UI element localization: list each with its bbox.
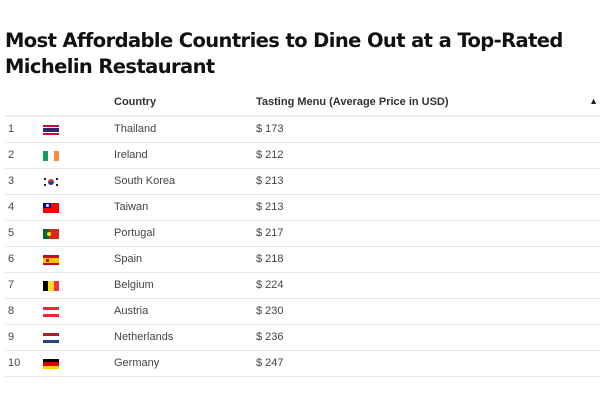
country-cell: Netherlands: [114, 331, 174, 343]
price-cell: $ 217: [256, 227, 284, 239]
south-korea-flag-icon: [43, 177, 59, 187]
rank-cell: 10: [8, 357, 21, 369]
thailand-flag-icon: [43, 125, 59, 135]
table-row: 1 Thailand $ 173: [5, 117, 600, 143]
austria-flag-icon: [43, 307, 59, 317]
sort-ascending-icon[interactable]: ▲: [589, 96, 598, 106]
table-header: Country Tasting Menu (Average Price in U…: [5, 90, 600, 117]
price-cell: $ 212: [256, 149, 284, 161]
country-cell: Spain: [114, 253, 143, 265]
country-cell: Ireland: [114, 149, 148, 161]
country-cell: Taiwan: [114, 201, 149, 213]
netherlands-flag-icon: [43, 333, 59, 343]
page-title: Most Affordable Countries to Dine Out at…: [5, 29, 563, 78]
table-row: 5 Portugal $ 217: [5, 221, 600, 247]
table-row: 8 Austria $ 230: [5, 299, 600, 325]
price-cell: $ 224: [256, 279, 284, 291]
country-cell: Germany: [114, 357, 160, 369]
table-row: 2 Ireland $ 212: [5, 143, 600, 169]
country-cell: Thailand: [114, 123, 157, 135]
country-cell: Austria: [114, 305, 149, 317]
table-row: 9 Netherlands $ 236: [5, 325, 600, 351]
price-cell: $ 247: [256, 357, 284, 369]
table-row: 6 Spain $ 218: [5, 247, 600, 273]
rank-cell: 9: [8, 331, 15, 343]
country-cell: South Korea: [114, 175, 176, 187]
rank-cell: 5: [8, 227, 15, 239]
rank-cell: 3: [8, 175, 15, 187]
rank-cell: 7: [8, 279, 15, 291]
price-cell: $ 213: [256, 175, 284, 187]
price-cell: $ 230: [256, 305, 284, 317]
spain-flag-icon: [43, 255, 59, 265]
table-row: 7 Belgium $ 224: [5, 273, 600, 299]
price-cell: $ 213: [256, 201, 284, 213]
data-table: Country Tasting Menu (Average Price in U…: [5, 90, 600, 377]
taiwan-flag-icon: [43, 203, 59, 213]
table-row: 10 Germany $ 247: [5, 351, 600, 377]
portugal-flag-icon: [43, 229, 59, 239]
ireland-flag-icon: [43, 151, 59, 161]
country-cell: Portugal: [114, 227, 155, 239]
table-row: 3 South Korea $ 213: [5, 169, 600, 195]
column-header-country[interactable]: Country: [114, 96, 157, 108]
price-cell: $ 173: [256, 123, 284, 135]
rank-cell: 1: [8, 123, 15, 135]
price-cell: $ 218: [256, 253, 284, 265]
germany-flag-icon: [43, 359, 59, 369]
price-cell: $ 236: [256, 331, 284, 343]
table-row: 4 Taiwan $ 213: [5, 195, 600, 221]
country-cell: Belgium: [114, 279, 154, 291]
rank-cell: 6: [8, 253, 15, 265]
rank-cell: 8: [8, 305, 15, 317]
belgium-flag-icon: [43, 281, 59, 291]
rank-cell: 2: [8, 149, 15, 161]
rank-cell: 4: [8, 201, 15, 213]
column-header-price[interactable]: Tasting Menu (Average Price in USD): [256, 96, 449, 108]
